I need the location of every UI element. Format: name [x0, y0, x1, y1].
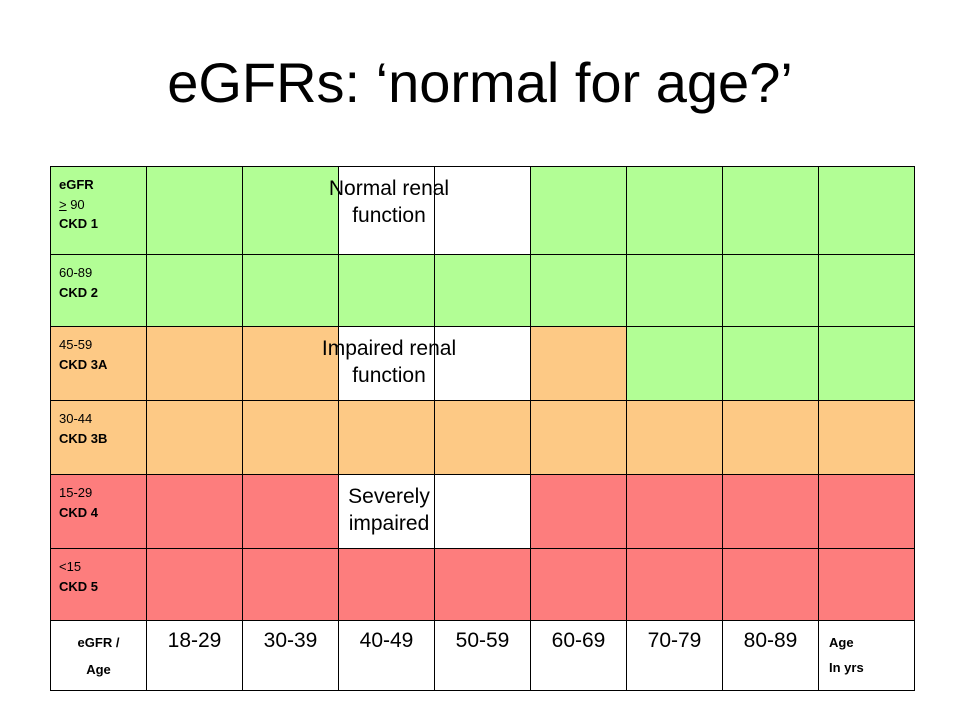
age-label: 50-59 — [434, 620, 531, 691]
grid-cell — [146, 166, 243, 255]
grid-cell — [530, 400, 627, 475]
grid-cell — [818, 474, 915, 549]
age-unit-label: Age In yrs — [818, 620, 915, 691]
grid-cell — [722, 166, 819, 255]
grid-cell — [242, 474, 339, 549]
age-axis-row: eGFR / Age 18-29 30-39 40-49 50-59 60-69 … — [50, 620, 915, 691]
age-label: 70-79 — [626, 620, 723, 691]
grid-cell — [626, 548, 723, 621]
grid-row-ckd5: <15 CKD 5 — [50, 548, 915, 621]
grid-cell — [818, 400, 915, 475]
grid-cell — [434, 326, 531, 401]
grid-row-ckd4: 15-29 CKD 4 Severely impaired — [50, 474, 915, 549]
grid-cell — [818, 166, 915, 255]
grid-cell — [626, 400, 723, 475]
grid-cell — [626, 166, 723, 255]
grid-cell — [722, 548, 819, 621]
row-label-ckd1: eGFR > 90 CKD 1 — [50, 166, 147, 255]
grid-cell — [242, 166, 339, 255]
grid-cell — [146, 326, 243, 401]
gte-symbol: > — [59, 196, 67, 212]
grid-row-ckd3a: 45-59 CKD 3A Impaired renal function — [50, 326, 915, 401]
grid-cell — [530, 254, 627, 327]
grid-cell — [434, 474, 531, 549]
grid-cell — [434, 548, 531, 621]
grid-cell — [722, 326, 819, 401]
grid-cell — [626, 254, 723, 327]
grid-cell — [146, 474, 243, 549]
grid-cell — [242, 254, 339, 327]
page-title: eGFRs: ‘normal for age?’ — [167, 51, 793, 114]
grid-cell — [722, 474, 819, 549]
age-label: 80-89 — [722, 620, 819, 691]
grid-cell — [530, 474, 627, 549]
grid-cell — [818, 326, 915, 401]
age-label: 30-39 — [242, 620, 339, 691]
row-label-ckd5: <15 CKD 5 — [50, 548, 147, 621]
grid-cell — [338, 548, 435, 621]
row-label-ckd2: 60-89 CKD 2 — [50, 254, 147, 327]
row-label-value: 90 — [66, 196, 85, 212]
grid-cell — [434, 400, 531, 475]
age-label: 40-49 — [338, 620, 435, 691]
grid-cell — [626, 326, 723, 401]
grid-row-ckd1: eGFR > 90 CKD 1 Normal renal function — [50, 166, 915, 255]
grid-cell — [722, 400, 819, 475]
grid-cell: Severely impaired — [338, 474, 435, 549]
impaired-renal-function-label: Impaired renal function — [321, 337, 457, 388]
grid-cell — [530, 166, 627, 255]
grid-cell — [530, 548, 627, 621]
grid-row-ckd3b: 30-44 CKD 3B — [50, 400, 915, 475]
row-label-ckd3b: 30-44 CKD 3B — [50, 400, 147, 475]
grid-cell — [242, 548, 339, 621]
grid-cell — [338, 400, 435, 475]
grid-cell — [242, 326, 339, 401]
grid-cell — [338, 254, 435, 327]
grid-cell — [626, 474, 723, 549]
row-label-ckd3a: 45-59 CKD 3A — [50, 326, 147, 401]
grid-row-ckd2: 60-89 CKD 2 — [50, 254, 915, 327]
row-label-text: eGFR — [59, 177, 94, 192]
axis-corner-label: eGFR / Age — [50, 620, 147, 691]
grid-cell — [818, 548, 915, 621]
grid-cell — [530, 326, 627, 401]
row-label-stage: CKD 1 — [59, 216, 99, 231]
row-label-ckd4: 15-29 CKD 4 — [50, 474, 147, 549]
age-label: 18-29 — [146, 620, 243, 691]
grid-cell — [434, 254, 531, 327]
grid-cell: Normal renal function — [329, 166, 449, 255]
grid-cell — [146, 400, 243, 475]
grid-cell — [146, 548, 243, 621]
age-label: 60-69 — [530, 620, 627, 691]
severely-impaired-label: Severely impaired — [348, 485, 430, 536]
grid-cell — [146, 254, 243, 327]
grid-cell: Impaired renal function — [322, 326, 456, 401]
normal-renal-function-label: Normal renal function — [328, 177, 450, 228]
grid-cell — [818, 254, 915, 327]
grid-cell — [722, 254, 819, 327]
grid-cell — [242, 400, 339, 475]
egfr-age-grid: eGFR > 90 CKD 1 Normal renal function 60-… — [50, 166, 915, 691]
